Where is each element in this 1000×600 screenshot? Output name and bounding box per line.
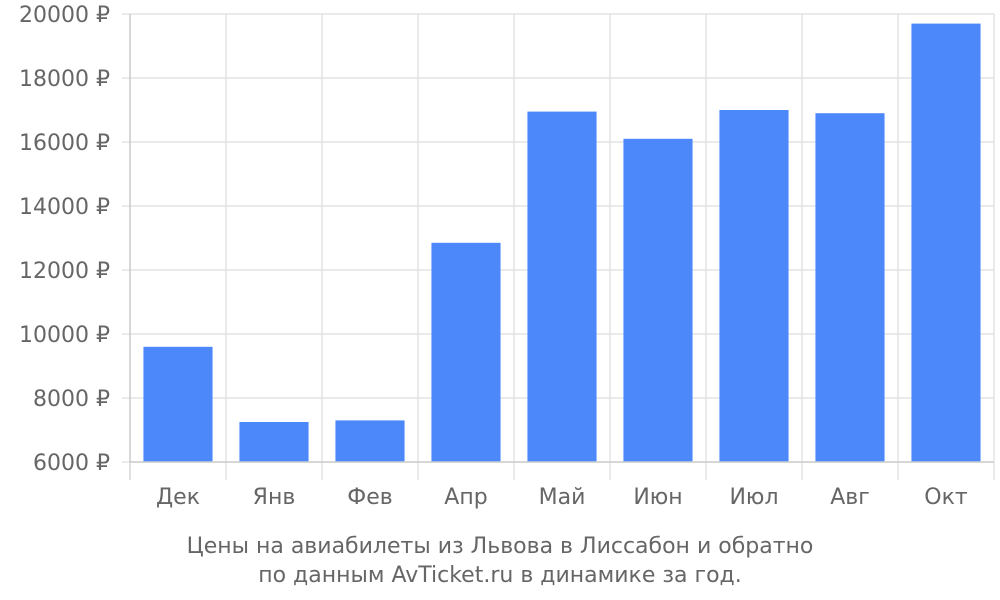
y-tick-label: 20000 ₽: [19, 3, 110, 28]
y-tick-label: 12000 ₽: [19, 259, 110, 284]
x-tick-label: Фев: [347, 485, 392, 510]
bar: [527, 111, 597, 462]
bar: [335, 420, 405, 462]
y-axis: 6000 ₽ 8000 ₽ 10000 ₽ 12000 ₽ 14000 ₽ 16000 ₽…: [19, 3, 131, 480]
bar: [239, 422, 309, 462]
x-tick-label: Авг: [830, 485, 870, 510]
bar: [623, 138, 693, 463]
y-tick-label: 6000 ₽: [33, 451, 110, 476]
bar-chart: 6000 ₽ 8000 ₽ 10000 ₽ 12000 ₽ 14000 ₽ 16000 ₽…: [19, 3, 995, 510]
caption-line-1: Цены на авиабилеты из Львова в Лиссабон …: [186, 534, 814, 559]
x-tick-label: Дек: [156, 485, 200, 510]
y-tick-label: 18000 ₽: [19, 67, 110, 92]
x-tick-label: Июн: [633, 485, 682, 510]
x-tick-label: Янв: [253, 485, 296, 510]
x-tick-label: Окт: [924, 485, 968, 510]
bar: [911, 23, 981, 462]
bar: [719, 110, 789, 462]
x-tick-label: Июл: [729, 485, 778, 510]
y-tick-label: 8000 ₽: [33, 387, 110, 412]
caption-line-2: по данным AvTicket.ru в динамике за год.: [258, 563, 742, 588]
bar: [143, 346, 213, 462]
bars: [143, 23, 981, 463]
chart-caption: Цены на авиабилеты из Львова в Лиссабон …: [0, 532, 1000, 590]
x-tick-label: Май: [539, 485, 586, 510]
y-tick-label: 10000 ₽: [19, 323, 110, 348]
bar: [431, 242, 501, 462]
x-axis: Дек Янв Фев Апр Май Июн Июл Авг Окт: [129, 461, 995, 510]
x-tick-label: Апр: [444, 485, 487, 510]
y-tick-label: 16000 ₽: [19, 131, 110, 156]
bar: [815, 113, 885, 462]
y-tick-label: 14000 ₽: [19, 195, 110, 220]
